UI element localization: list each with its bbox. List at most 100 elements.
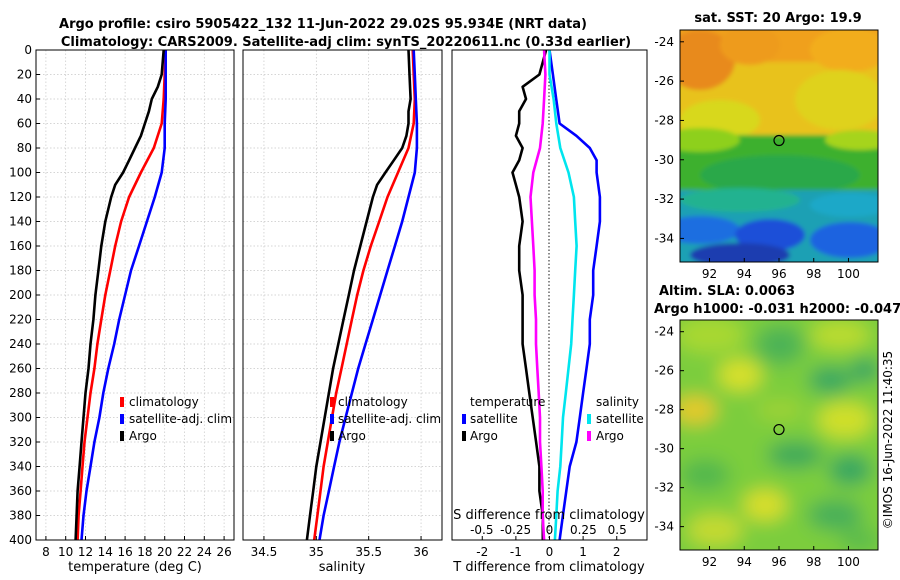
difference-panel: -2 -1 0 1 2 -0.5 -0.25 0 0.25 0.5 S difference f… <box>451 49 648 575</box>
legend-t-satellite-label: satellite <box>470 412 518 426</box>
y-tick-label: 320 <box>9 435 32 449</box>
map-y-tick-label: -34 <box>654 520 674 534</box>
y-tick-label: 100 <box>9 166 32 180</box>
temperature-legend: climatology satellite-adj. clim Argo <box>120 395 232 443</box>
legend-t-satellite-swatch <box>462 414 466 424</box>
legend-satellite-swatch <box>120 414 124 424</box>
legend-salinity-header: salinity <box>596 395 639 409</box>
map-x-tick-label: 100 <box>837 555 860 569</box>
x-tick-label: -2 <box>476 545 488 559</box>
y-tick-label: 20 <box>17 68 32 82</box>
top-tick-label: 0.5 <box>608 523 627 537</box>
x-tick-label: 12 <box>78 545 93 559</box>
series-line-climatology <box>76 50 167 540</box>
sst-float-marker <box>773 134 785 147</box>
legend-satellite-swatch <box>330 414 334 424</box>
x-tick-label: 14 <box>98 545 113 559</box>
y-tick-label: 180 <box>9 264 32 278</box>
legend-climatology-label: climatology <box>129 395 199 409</box>
legend-argo-swatch <box>330 431 334 441</box>
y-tick-label: 60 <box>17 117 32 131</box>
map-x-tick-label: 96 <box>771 267 786 281</box>
map-x-tick-label: 94 <box>737 267 752 281</box>
sla-tick-labels: 92 94 96 98 100 -24 -26 -28 -30 -32 -34 <box>654 325 860 569</box>
legend-temperature-header: temperature <box>470 395 545 409</box>
series-line-salinity-satellite <box>548 50 578 540</box>
sst-map-panel: sat. SST: 20 Argo: 19.9 <box>654 11 879 281</box>
top-tick-label: -0.25 <box>500 523 531 537</box>
map-y-tick-label: -30 <box>654 153 674 167</box>
map-y-tick-label: -24 <box>654 35 674 49</box>
difference-legend-temperature: temperature satellite Argo <box>462 395 545 443</box>
salinity-tick-labels: 34.5 35 35.5 36 <box>251 536 429 559</box>
legend-climatology-label: climatology <box>338 395 408 409</box>
figure-title-line2: Climatology: CARS2009. Satellite-adj cli… <box>61 35 631 50</box>
y-tick-label: 340 <box>9 460 32 474</box>
series-line-temperature-satellite <box>548 50 602 540</box>
difference-axes-box <box>451 49 648 541</box>
map-x-tick-label: 92 <box>702 267 717 281</box>
map-x-tick-label: 94 <box>737 555 752 569</box>
y-tick-label: 80 <box>17 141 32 155</box>
salinity-axes-box <box>242 49 443 541</box>
x-tick-label: 10 <box>58 545 73 559</box>
salinity-panel: 34.5 35 35.5 36 salinity climatology satell… <box>242 49 443 575</box>
map-y-tick-label: -28 <box>654 403 674 417</box>
x-tick-label: 22 <box>177 545 192 559</box>
series-line-argo <box>305 50 412 540</box>
top-tick-label: -0.5 <box>470 523 493 537</box>
series-line-satellite-adj-clim <box>318 50 419 540</box>
y-tick-label: 120 <box>9 190 32 204</box>
legend-argo-swatch <box>120 431 124 441</box>
s-difference-axis-label: S difference from climatology <box>453 508 645 523</box>
x-tick-label: 36 <box>413 545 428 559</box>
series-line-salinity-argo <box>529 50 547 540</box>
y-tick-label: 220 <box>9 313 32 327</box>
y-tick-label: 140 <box>9 215 32 229</box>
map-y-tick-label: -34 <box>654 231 674 245</box>
figure-title-line1: Argo profile: csiro 5905422_132 11-Jun-2… <box>59 17 587 32</box>
map-y-tick-label: -32 <box>654 192 674 206</box>
y-tick-label: 40 <box>17 92 32 106</box>
sst-map-title: sat. SST: 20 Argo: 19.9 <box>694 11 861 26</box>
x-tick-label: 24 <box>197 545 212 559</box>
x-tick-label: 34.5 <box>251 545 278 559</box>
top-tick-label: 0 <box>546 523 554 537</box>
difference-legend-salinity: salinity satellite Argo <box>587 395 644 443</box>
imos-watermark: ©IMOS 16-Jun-2022 11:40:35 <box>881 351 895 529</box>
sla-map-panel: Altim. SLA: 0.0063 Argo h1000: -0.031 h2… <box>654 284 900 569</box>
legend-satellite-label: satellite-adj. clim <box>129 412 232 426</box>
map-x-tick-label: 100 <box>837 267 860 281</box>
top-tick-label: 0.25 <box>570 523 597 537</box>
salinity-grid <box>243 49 442 541</box>
salinity-legend: climatology satellite-adj. clim Argo <box>330 395 441 443</box>
legend-s-satellite-label: satellite <box>596 412 644 426</box>
map-y-tick-label: -28 <box>654 113 674 127</box>
sla-map-title-line2: Argo h1000: -0.031 h2000: -0.047 <box>654 302 900 317</box>
legend-argo-label: Argo <box>338 429 366 443</box>
y-tick-label: 380 <box>9 509 32 523</box>
y-tick-label: 260 <box>9 362 32 376</box>
y-tick-label: 360 <box>9 484 32 498</box>
map-y-tick-label: -26 <box>654 364 674 378</box>
map-y-tick-label: -32 <box>654 481 674 495</box>
sst-tick-labels: 92 94 96 98 100 -24 -26 -28 -30 -32 -34 <box>654 35 860 281</box>
salinity-lines <box>305 50 419 540</box>
legend-argo-label: Argo <box>129 429 157 443</box>
x-tick-label: 18 <box>137 545 152 559</box>
s-difference-tick-labels: -0.5 -0.25 0 0.25 0.5 <box>470 523 627 537</box>
x-tick-label: 0 <box>546 545 554 559</box>
t-difference-axis-label: T difference from climatology <box>452 560 645 575</box>
map-x-tick-label: 96 <box>771 555 786 569</box>
x-tick-label: 2 <box>613 545 621 559</box>
temperature-grid <box>36 49 234 541</box>
temperature-panel: 0 20 40 60 80 100 120 140 160 180 200 220 240 260 280 3… <box>9 43 235 575</box>
x-tick-label: -1 <box>510 545 522 559</box>
x-tick-label: 1 <box>579 545 587 559</box>
series-line-satellite-adj-clim <box>80 50 167 540</box>
map-y-tick-label: -24 <box>654 325 674 339</box>
map-x-tick-label: 92 <box>702 555 717 569</box>
x-tick-label: 35 <box>309 545 324 559</box>
x-tick-label: 8 <box>42 545 50 559</box>
